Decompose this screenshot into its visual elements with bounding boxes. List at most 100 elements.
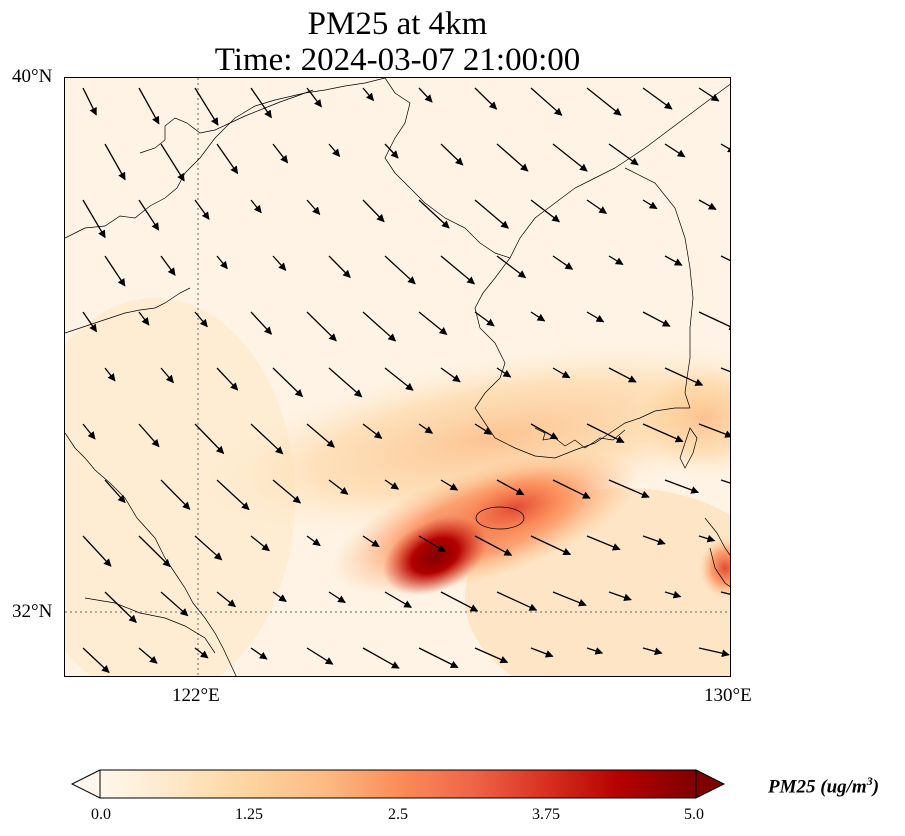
coast-korea-south-islands (534, 427, 626, 449)
wind-arrow (530, 535, 572, 556)
wind-arrow (104, 591, 137, 623)
wind-arrow (138, 647, 158, 664)
wind-arrow (698, 534, 716, 543)
coast-tsushima (679, 427, 698, 469)
wind-arrow (160, 255, 176, 276)
wind-arrow (496, 143, 529, 172)
wind-arrow (216, 255, 228, 270)
wind-arrow (194, 311, 208, 328)
wind-arrow (664, 479, 700, 494)
colorbar-svg (70, 769, 726, 799)
colorbar-tick-3: 3.75 (532, 806, 560, 823)
wind-arrow (440, 479, 459, 491)
wind-arrow (384, 255, 416, 285)
coast-yangtze (84, 597, 216, 654)
coast-korea-west (474, 257, 690, 459)
coast-bohai (139, 89, 314, 154)
wind-arrow (664, 590, 682, 599)
lat-label-40n: 40°N (12, 66, 53, 87)
map-title-line2: Time: 2024-03-07 21:00:00 (214, 42, 581, 78)
wind-arrow (440, 255, 475, 285)
wind-arrow (608, 367, 637, 383)
wind-arrow (272, 143, 289, 164)
lon-label-122e: 122°E (172, 685, 220, 706)
wind-arrow (496, 479, 525, 496)
wind-arrow (194, 199, 210, 220)
wind-arrow (160, 367, 174, 384)
wind-arrow (418, 87, 433, 103)
wind-arrow (664, 367, 704, 386)
wind-arrow (104, 479, 126, 504)
coast-china-east (65, 432, 237, 676)
coastlines (65, 78, 730, 676)
colorbar-label: PM25 (ug/m3) (768, 774, 880, 798)
wind-arrow (586, 87, 622, 116)
coast-korea-east (624, 167, 694, 409)
colorbar-tick-4: 5.0 (684, 806, 704, 823)
wind-arrow (272, 255, 287, 271)
wind-arrow (496, 591, 538, 611)
wind-arrow (586, 199, 608, 214)
map-panel (64, 77, 731, 677)
wind-arrow (82, 535, 112, 567)
wind-arrow (160, 143, 185, 182)
lon-label-130e: 130°E (704, 685, 752, 706)
wind-arrow (474, 535, 513, 556)
wind-arrow (328, 591, 346, 604)
wind-arrow (82, 87, 97, 116)
wind-arrow (306, 423, 335, 448)
wind-arrow (586, 535, 621, 551)
wind-arrow (530, 311, 546, 322)
wind-arrow (138, 87, 160, 125)
wind-arrow (418, 199, 450, 229)
wind-arrow (552, 255, 574, 270)
wind-arrow (642, 87, 673, 110)
wind-vectors (82, 87, 730, 674)
coast-kyushu (704, 517, 730, 588)
lat-label-32n: 32°N (12, 601, 53, 622)
map-canvas (65, 78, 730, 676)
wind-arrow (642, 311, 671, 327)
wind-arrow (328, 479, 349, 495)
wind-arrow (608, 591, 632, 602)
wind-arrow (82, 311, 98, 333)
wind-arrow (552, 591, 587, 607)
wind-arrow (362, 311, 397, 342)
wind-arrow (642, 647, 663, 656)
wind-arrow (194, 87, 219, 126)
wind-arrow (440, 143, 464, 166)
wind-arrow (306, 87, 322, 108)
colorbar-gradient (99, 769, 697, 799)
wind-arrow (530, 199, 561, 223)
wind-arrow (328, 255, 351, 279)
wind-arrow (664, 143, 686, 158)
wind-arrow (104, 367, 116, 382)
colorbar-max-extend (695, 769, 726, 799)
wind-arrow (698, 423, 730, 438)
wind-arrow (250, 199, 262, 214)
wind-arrow (664, 255, 683, 266)
wind-arrow (82, 199, 106, 239)
wind-arrow (138, 311, 150, 326)
wind-arrow (82, 647, 110, 674)
coast-shandong (65, 287, 191, 334)
wind-arrow (362, 87, 375, 102)
pm25-plume-east (625, 358, 730, 478)
wind-arrow (720, 367, 730, 373)
wind-arrow (608, 479, 650, 499)
wind-arrow (384, 143, 399, 159)
wind-arrow (272, 367, 304, 398)
wind-arrow (474, 647, 509, 664)
wind-arrow (698, 647, 730, 658)
wind-arrow (272, 591, 287, 603)
wind-arrow (194, 647, 209, 659)
wind-arrow (552, 479, 591, 499)
wind-arrow (418, 647, 459, 669)
pm25-plume-core (383, 516, 487, 596)
wind-arrow (530, 423, 559, 440)
wind-arrow (474, 199, 509, 229)
wind-arrow (530, 647, 554, 658)
wind-arrow (586, 423, 625, 443)
wind-arrow (720, 591, 730, 595)
wind-arrow (698, 87, 720, 102)
